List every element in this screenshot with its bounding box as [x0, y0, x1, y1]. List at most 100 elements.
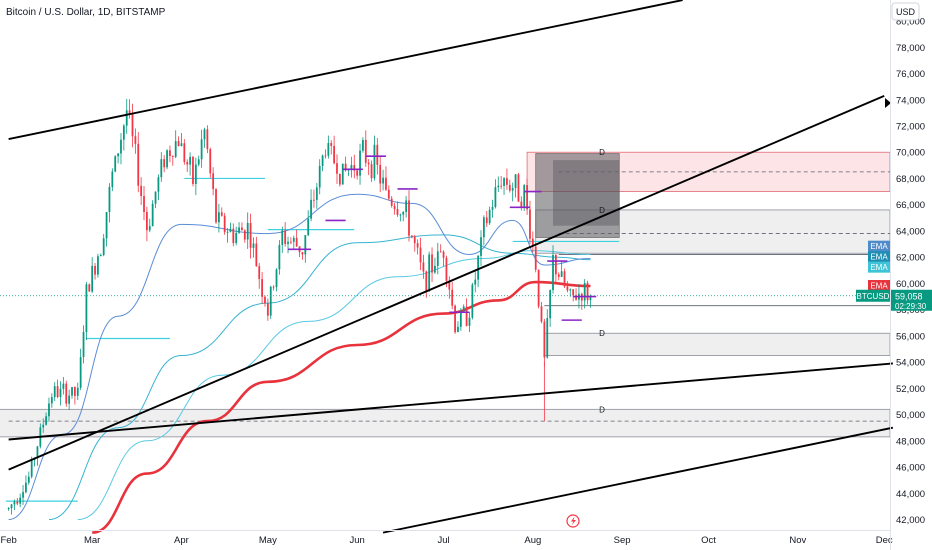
candle-down: [367, 162, 370, 165]
candle-down: [232, 228, 235, 244]
projection-box: [535, 153, 620, 238]
trendline[interactable]: [8, 362, 893, 441]
trendline[interactable]: [382, 426, 894, 534]
candle-up: [25, 482, 27, 493]
candle-up: [148, 226, 151, 231]
candle-up: [546, 318, 549, 358]
ema-badge: [868, 240, 890, 252]
candle-down: [442, 251, 445, 258]
candle-down: [223, 215, 226, 233]
candle-up: [85, 284, 88, 333]
candle-down: [330, 143, 333, 146]
candle-down: [500, 185, 503, 187]
candle-up: [482, 217, 485, 238]
flash-icon[interactable]: [566, 514, 580, 528]
candle-up: [514, 174, 517, 188]
candle-down: [425, 271, 428, 292]
candle-down: [572, 289, 575, 296]
candle-up: [405, 200, 408, 212]
time-tick-label: Mar: [84, 535, 100, 546]
candle-down: [324, 155, 327, 157]
candle-down: [557, 274, 560, 277]
candle-down: [73, 387, 76, 396]
currency-label: USD: [896, 7, 916, 17]
time-tick-label: Dec: [876, 535, 893, 546]
candle-down: [206, 129, 209, 150]
candle-up: [194, 164, 197, 184]
candle-down: [379, 164, 382, 184]
candle-up: [434, 265, 436, 273]
candle-up: [166, 150, 168, 168]
candle-down: [272, 286, 275, 288]
candle-down: [419, 247, 422, 263]
candle-up: [229, 228, 232, 232]
candle-down: [385, 177, 387, 190]
candle-up: [48, 403, 50, 417]
candle-up: [151, 203, 154, 227]
candle-up: [30, 460, 33, 477]
candle-down: [586, 283, 589, 301]
candle-up: [102, 238, 105, 256]
candle-up: [42, 424, 45, 428]
candle-down: [215, 189, 217, 223]
candle-down: [387, 189, 390, 199]
candle-down: [344, 163, 347, 171]
zone-neutral: [543, 332, 891, 356]
candle-up: [71, 387, 73, 396]
candle-up: [50, 397, 53, 404]
candle-down: [220, 212, 223, 216]
candle-up: [218, 212, 220, 223]
candle-up: [523, 185, 526, 208]
price-tick-label: 72,000: [896, 121, 925, 132]
candle-up: [68, 395, 71, 404]
candle-up: [62, 383, 65, 389]
candle-down: [529, 209, 531, 239]
candle-up: [7, 508, 10, 510]
candle-down: [131, 113, 134, 137]
candle-down: [313, 199, 315, 201]
candle-down: [413, 236, 416, 244]
candle-up: [569, 289, 572, 291]
candle-down: [526, 185, 528, 210]
ema-badge-label: EMA: [870, 253, 888, 262]
candle-up: [341, 163, 344, 185]
candle-down: [517, 174, 520, 202]
candle-down: [554, 254, 557, 275]
candle-down: [575, 295, 577, 300]
currency-button[interactable]: USD: [891, 2, 920, 21]
price-tick-label: 68,000: [896, 174, 925, 185]
candle-up: [157, 177, 160, 192]
candle-up: [226, 231, 229, 233]
candle-up: [246, 223, 249, 240]
candle-up: [105, 212, 108, 239]
candle-down: [376, 144, 379, 165]
candle-down: [396, 209, 399, 215]
price-tick-label: 46,000: [896, 463, 925, 474]
candle-up: [315, 187, 318, 200]
candle-up: [19, 497, 22, 504]
candle-down: [171, 156, 174, 157]
candle-down: [520, 201, 523, 208]
price-tick-label: 60,000: [896, 279, 925, 290]
candle-up: [117, 153, 119, 157]
candle-up: [99, 255, 102, 257]
candle-down: [134, 136, 137, 144]
candle-down: [451, 289, 454, 306]
trendline[interactable]: [8, 0, 683, 141]
candle-down: [209, 149, 212, 174]
candle-down: [284, 230, 287, 244]
candle-down: [94, 265, 96, 275]
candle-up: [79, 357, 82, 388]
candle-down: [258, 266, 261, 280]
candle-up: [292, 237, 295, 242]
candle-up: [91, 265, 94, 292]
candle-down: [537, 269, 540, 307]
price-tick-label: 54,000: [896, 358, 925, 369]
candle-up: [503, 178, 505, 186]
candle-up: [471, 284, 474, 318]
candle-up: [287, 241, 289, 244]
candle-down: [465, 306, 468, 326]
price-tick-label: 66,000: [896, 200, 925, 211]
trendline[interactable]: [8, 94, 885, 471]
